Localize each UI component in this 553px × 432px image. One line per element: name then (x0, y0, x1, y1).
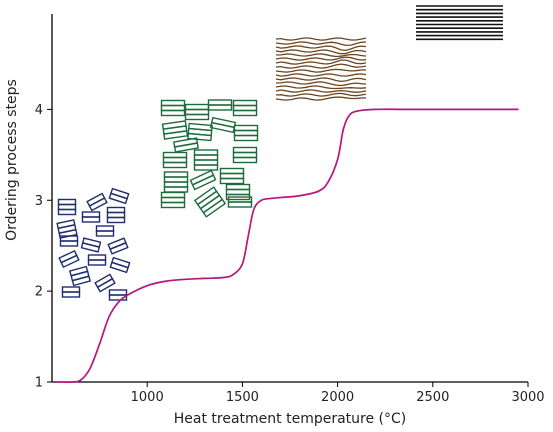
layer-stack (189, 169, 217, 191)
layer-stack (160, 191, 186, 209)
x-tick-label: 3000 (511, 390, 544, 405)
layer-stack (233, 124, 259, 142)
x-tick-label: 2000 (321, 390, 354, 405)
y-tick-label: 4 (35, 103, 43, 118)
layer-stack (163, 171, 189, 193)
x-axis-label: Heat treatment temperature (°C) (174, 411, 407, 427)
x-tick-label: 2500 (416, 390, 449, 405)
layer-stack (95, 225, 115, 237)
series-layer (55, 108, 519, 383)
x-tick-label: 1500 (226, 390, 259, 405)
layer-stack (232, 99, 258, 117)
layer-stack (162, 151, 188, 169)
y-tick-label: 2 (35, 285, 43, 300)
stage2-columnar-stacks (160, 99, 259, 218)
illustrations (56, 5, 503, 301)
y-ticks: 1 2 3 4 (35, 103, 52, 391)
layer-stack (187, 122, 213, 142)
stage4-graphite-layers (416, 5, 503, 41)
layer-stack (184, 103, 210, 121)
layer-stack (80, 237, 102, 253)
layer-stack (161, 120, 189, 140)
y-axis-label: Ordering process steps (4, 79, 20, 241)
x-ticks: 1000 1500 2000 2500 3000 (131, 382, 545, 405)
layer-stack (227, 196, 253, 208)
layer-stack (87, 254, 107, 266)
layer-stack (58, 249, 80, 269)
layer-stack (160, 99, 186, 117)
layer-stack (209, 116, 237, 134)
layer-stack (68, 265, 92, 287)
layer-stack (94, 273, 116, 293)
layer-stack (81, 211, 101, 223)
stage3-wrinkled-layers (275, 37, 367, 101)
layer-stack (61, 286, 81, 298)
series-line (55, 108, 519, 383)
layer-stack (57, 198, 77, 216)
layer-stack (193, 149, 219, 171)
layer-stack (207, 99, 233, 111)
layer-stack (59, 235, 79, 247)
layer-stack (108, 289, 128, 301)
layer-stack (172, 137, 200, 153)
layer-stack (108, 187, 130, 205)
layer-stack (107, 237, 129, 255)
axes (51, 14, 528, 383)
x-tick-label: 1000 (131, 390, 164, 405)
stage1-random-stacks (56, 187, 131, 301)
y-tick-label: 3 (35, 194, 43, 209)
layer-stack (193, 186, 227, 218)
layer-stack (109, 256, 131, 274)
y-tick-label: 1 (35, 376, 43, 391)
layer-stack (219, 167, 245, 185)
layer-stack (106, 206, 126, 224)
layer-stack (86, 192, 108, 212)
layer-stack (232, 146, 258, 164)
